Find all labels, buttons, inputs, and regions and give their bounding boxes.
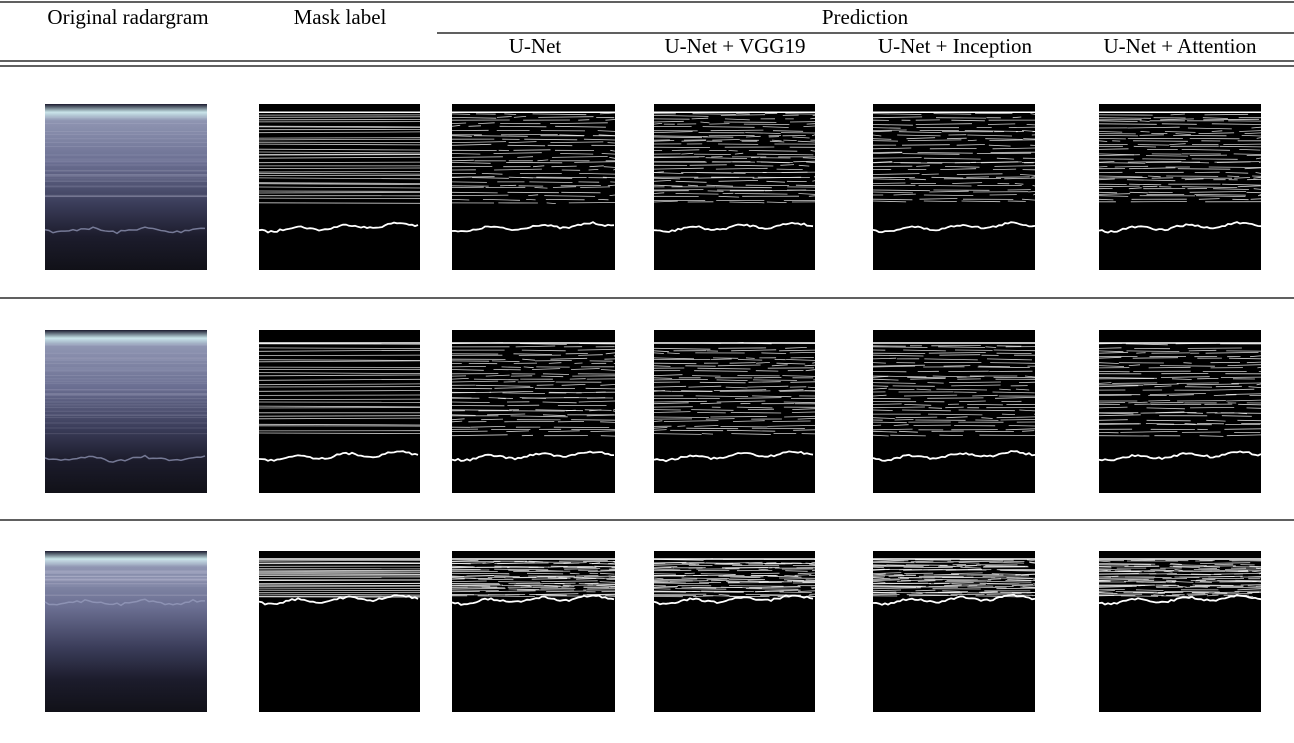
mask <box>1099 551 1261 712</box>
mask-layer <box>259 416 420 417</box>
figure-table: Original radargram Mask label Prediction… <box>0 0 1294 738</box>
mask-layer <box>1099 367 1261 368</box>
mask-layer <box>259 117 420 118</box>
column-header: Original radargram <box>47 5 208 29</box>
mask-layer <box>1099 578 1260 579</box>
mask <box>1099 104 1261 270</box>
model-header: U-Net + Attention <box>1104 34 1257 58</box>
model-header: U-Net <box>509 34 562 58</box>
model-header: U-Net + Inception <box>878 34 1033 58</box>
mask <box>1099 330 1261 493</box>
mask-layer <box>873 346 1021 347</box>
mask <box>259 330 420 493</box>
mask <box>873 104 1035 270</box>
model-header: U-Net + VGG19 <box>665 34 806 58</box>
mask-layer <box>259 155 420 156</box>
mask-layer <box>654 147 815 148</box>
mask-layer <box>259 399 420 400</box>
mask-layer <box>452 192 601 193</box>
mask-layer <box>259 408 420 409</box>
group-header: Prediction <box>822 5 909 29</box>
mask <box>452 551 615 712</box>
mask-layer <box>259 355 420 356</box>
mask-layer <box>1099 124 1261 125</box>
mask <box>654 330 815 493</box>
mask <box>873 330 1035 493</box>
mask-layer <box>259 203 420 204</box>
images <box>45 104 1261 712</box>
mask-layer <box>259 172 420 173</box>
subheaders: U-Net U-Net + VGG19 U-Net + Inception U-Net… <box>509 34 1257 58</box>
mask-layer <box>259 198 420 199</box>
radargram <box>45 551 207 712</box>
mask-layer <box>259 138 420 139</box>
column-header: Mask label <box>294 5 387 29</box>
